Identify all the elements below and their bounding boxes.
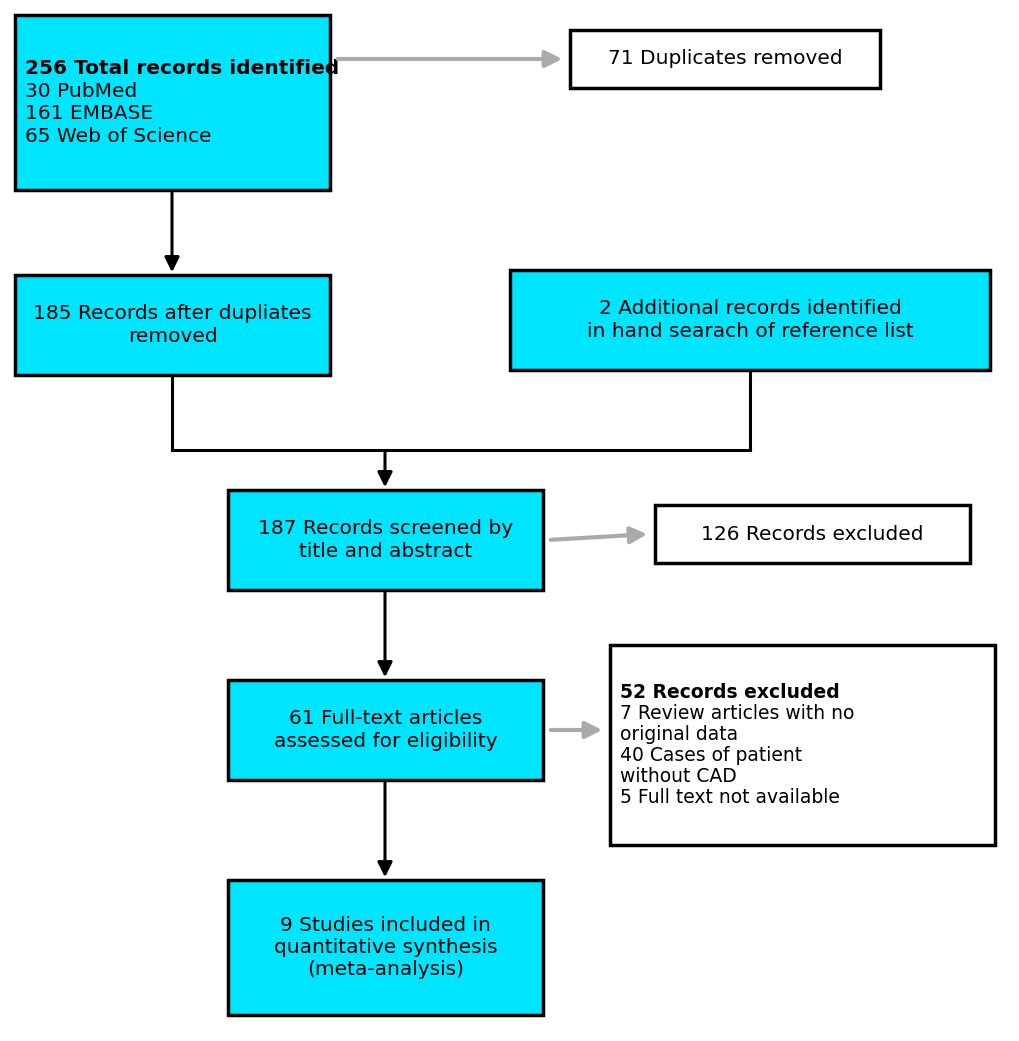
Text: (meta-analysis): (meta-analysis) [307, 961, 464, 980]
Text: 126 Records excluded: 126 Records excluded [701, 525, 923, 543]
Text: in hand searach of reference list: in hand searach of reference list [586, 322, 912, 340]
Text: assessed for eligibility: assessed for eligibility [273, 732, 497, 751]
Bar [654, 505, 969, 563]
Bar [510, 270, 989, 370]
Text: 71 Duplicates removed: 71 Duplicates removed [607, 50, 842, 69]
Bar [228, 880, 542, 1015]
Text: title and abstract: title and abstract [299, 541, 472, 561]
Text: 161 EMBASE: 161 EMBASE [25, 104, 153, 123]
Text: 52 Records excluded: 52 Records excluded [620, 683, 839, 703]
Bar [228, 490, 542, 590]
Text: 2 Additional records identified: 2 Additional records identified [598, 299, 901, 319]
Text: 185 Records after dupliates: 185 Records after dupliates [34, 304, 312, 324]
Text: 256 Total records identified: 256 Total records identified [25, 59, 339, 78]
Text: 61 Full-text articles: 61 Full-text articles [288, 709, 482, 729]
Text: without CAD: without CAD [620, 767, 736, 786]
Bar [609, 645, 994, 845]
Text: 30 PubMed: 30 PubMed [25, 82, 138, 101]
Bar [570, 30, 879, 88]
Text: original data: original data [620, 725, 738, 744]
Text: 40 Cases of patient: 40 Cases of patient [620, 746, 801, 765]
Text: removed: removed [127, 327, 217, 346]
Bar [15, 15, 330, 191]
Text: 65 Web of Science: 65 Web of Science [25, 127, 211, 146]
Bar [15, 275, 330, 375]
Text: 7 Review articles with no: 7 Review articles with no [620, 704, 854, 723]
Text: 187 Records screened by: 187 Records screened by [258, 519, 513, 538]
Bar [228, 680, 542, 780]
Text: quantitative synthesis: quantitative synthesis [273, 938, 497, 957]
Text: 9 Studies included in: 9 Studies included in [280, 915, 490, 935]
Text: 5 Full text not available: 5 Full text not available [620, 788, 839, 807]
